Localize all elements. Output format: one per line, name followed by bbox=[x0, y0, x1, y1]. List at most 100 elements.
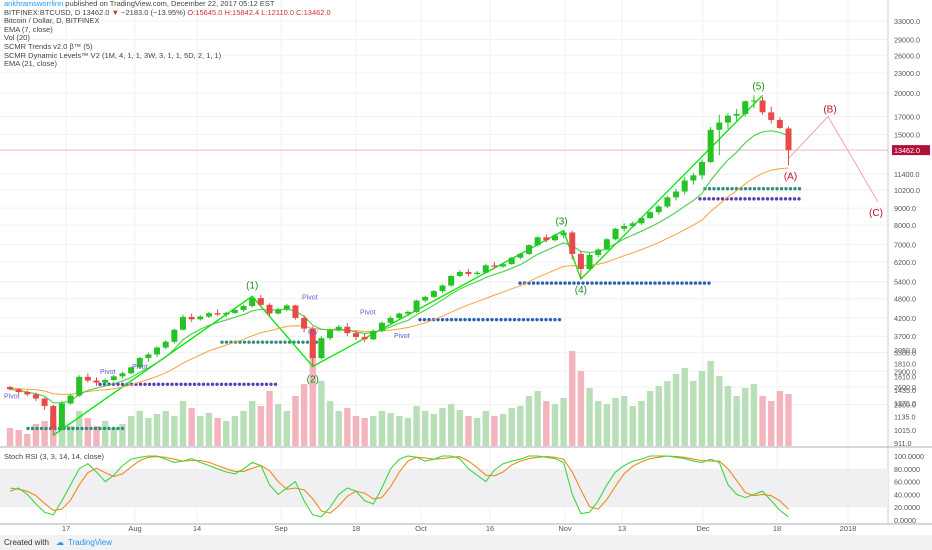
level-dot bbox=[269, 340, 274, 344]
candle-body bbox=[145, 354, 152, 359]
rsi-band bbox=[0, 468, 888, 508]
volume-bar bbox=[508, 408, 515, 446]
price-tick-label: 8000.0 bbox=[894, 221, 916, 230]
legend-item[interactable]: SCMR Trends v2.0 β™ (5) bbox=[4, 41, 93, 51]
candle-body bbox=[776, 119, 783, 128]
volume-bar bbox=[638, 401, 645, 446]
volume-bar bbox=[257, 406, 265, 446]
level-dot bbox=[156, 382, 161, 386]
candle-body bbox=[785, 128, 792, 151]
candle-body bbox=[309, 328, 316, 359]
level-dot bbox=[743, 186, 748, 191]
price-tick-label: 1435.0 bbox=[894, 386, 916, 395]
price-candles bbox=[7, 95, 792, 436]
candle-body bbox=[50, 405, 57, 429]
level-dot bbox=[485, 317, 490, 322]
level-dot bbox=[617, 281, 621, 285]
candle-body bbox=[128, 367, 135, 374]
level-dot bbox=[734, 197, 738, 201]
volume-bar bbox=[240, 411, 247, 446]
legend-item[interactable]: EMA (7, close) bbox=[4, 24, 53, 34]
wave-label: (4) bbox=[575, 285, 587, 296]
date-tick-label: 18 bbox=[773, 524, 781, 533]
candle-body bbox=[456, 271, 463, 276]
candle-body bbox=[422, 296, 429, 301]
level-dot bbox=[80, 426, 84, 431]
candle-body bbox=[318, 338, 325, 359]
volume-bar bbox=[482, 411, 489, 446]
level-dot bbox=[242, 382, 246, 386]
candle-body bbox=[742, 101, 749, 114]
candle-body bbox=[214, 313, 221, 315]
volume-bar bbox=[785, 394, 792, 446]
level-dot bbox=[89, 426, 93, 431]
candle-body bbox=[275, 309, 282, 314]
level-dot bbox=[721, 186, 725, 191]
level-dot bbox=[788, 186, 793, 191]
level-dot bbox=[120, 426, 125, 431]
level-dot bbox=[702, 197, 707, 201]
level-dot bbox=[567, 281, 572, 285]
candle-body bbox=[24, 392, 31, 395]
candle-body bbox=[344, 326, 351, 334]
level-dot bbox=[161, 382, 165, 386]
candle-body bbox=[353, 333, 359, 337]
date-tick-label: Sep bbox=[274, 524, 287, 533]
volume-bar bbox=[32, 424, 40, 446]
candle-body bbox=[699, 161, 705, 176]
ema7-line bbox=[9, 130, 789, 404]
level-dot bbox=[539, 317, 544, 322]
level-dot bbox=[188, 382, 192, 386]
last-price: 13462.0 bbox=[82, 7, 110, 17]
volume-bar bbox=[577, 371, 585, 446]
level-dot bbox=[98, 426, 102, 431]
stoch-rsi-legend[interactable]: Stoch RSI (3, 3, 14, 14, close) bbox=[4, 452, 105, 461]
level-dot bbox=[757, 186, 761, 191]
level-dot bbox=[779, 197, 783, 201]
volume-bar bbox=[344, 408, 351, 446]
legend-item[interactable]: Bitcoin / Dollar, D, BITFINEX bbox=[4, 16, 100, 26]
level-dot bbox=[540, 281, 545, 285]
tradingview-link[interactable]: TradingView bbox=[68, 538, 113, 547]
volume-bar bbox=[15, 430, 22, 446]
level-dot bbox=[707, 197, 711, 201]
legend-item[interactable]: EMA (21, close) bbox=[4, 59, 57, 69]
legend-item[interactable]: SCMR Dynamic Levels™ V2 (1M, 4, 1, 1, 3W… bbox=[4, 50, 222, 60]
author-link[interactable]: ankhramsworrlinn bbox=[4, 0, 64, 8]
volume-bar bbox=[335, 411, 342, 446]
level-dot bbox=[793, 186, 797, 191]
wave-label: (2) bbox=[307, 374, 319, 385]
level-dot bbox=[219, 382, 224, 386]
volume-bar bbox=[551, 404, 559, 446]
level-dot bbox=[572, 281, 576, 285]
level-dot bbox=[35, 426, 39, 431]
level-dot bbox=[545, 281, 549, 285]
level-dot bbox=[635, 281, 639, 285]
candle-body bbox=[58, 403, 65, 429]
date-tick-label: Dec bbox=[696, 524, 710, 533]
date-tick-label: 18 bbox=[352, 524, 360, 533]
level-dot bbox=[653, 281, 657, 285]
pivot-label: Pivot bbox=[4, 394, 20, 401]
volume-bar bbox=[179, 401, 187, 446]
pivot-label: Pivot bbox=[394, 333, 410, 340]
legend-item[interactable]: Vol (20) bbox=[4, 33, 30, 43]
date-tick-label: 17 bbox=[62, 524, 70, 533]
level-dot bbox=[278, 340, 283, 344]
tradingview-logo-icon[interactable]: ☁ bbox=[56, 538, 64, 547]
candle-body bbox=[188, 316, 195, 320]
volume-bar bbox=[716, 376, 723, 446]
candle-body bbox=[655, 206, 662, 213]
level-dot bbox=[603, 281, 608, 285]
candle-body bbox=[257, 298, 264, 305]
volume-bar bbox=[603, 404, 611, 446]
level-dot bbox=[621, 281, 626, 285]
price-tick-label: 33000.0 bbox=[894, 17, 920, 26]
level-dot bbox=[454, 317, 458, 322]
volume-bar bbox=[612, 398, 619, 446]
volume-bar bbox=[6, 428, 14, 446]
level-dot bbox=[797, 197, 801, 201]
candle-body bbox=[534, 237, 541, 246]
level-dot bbox=[273, 382, 278, 386]
